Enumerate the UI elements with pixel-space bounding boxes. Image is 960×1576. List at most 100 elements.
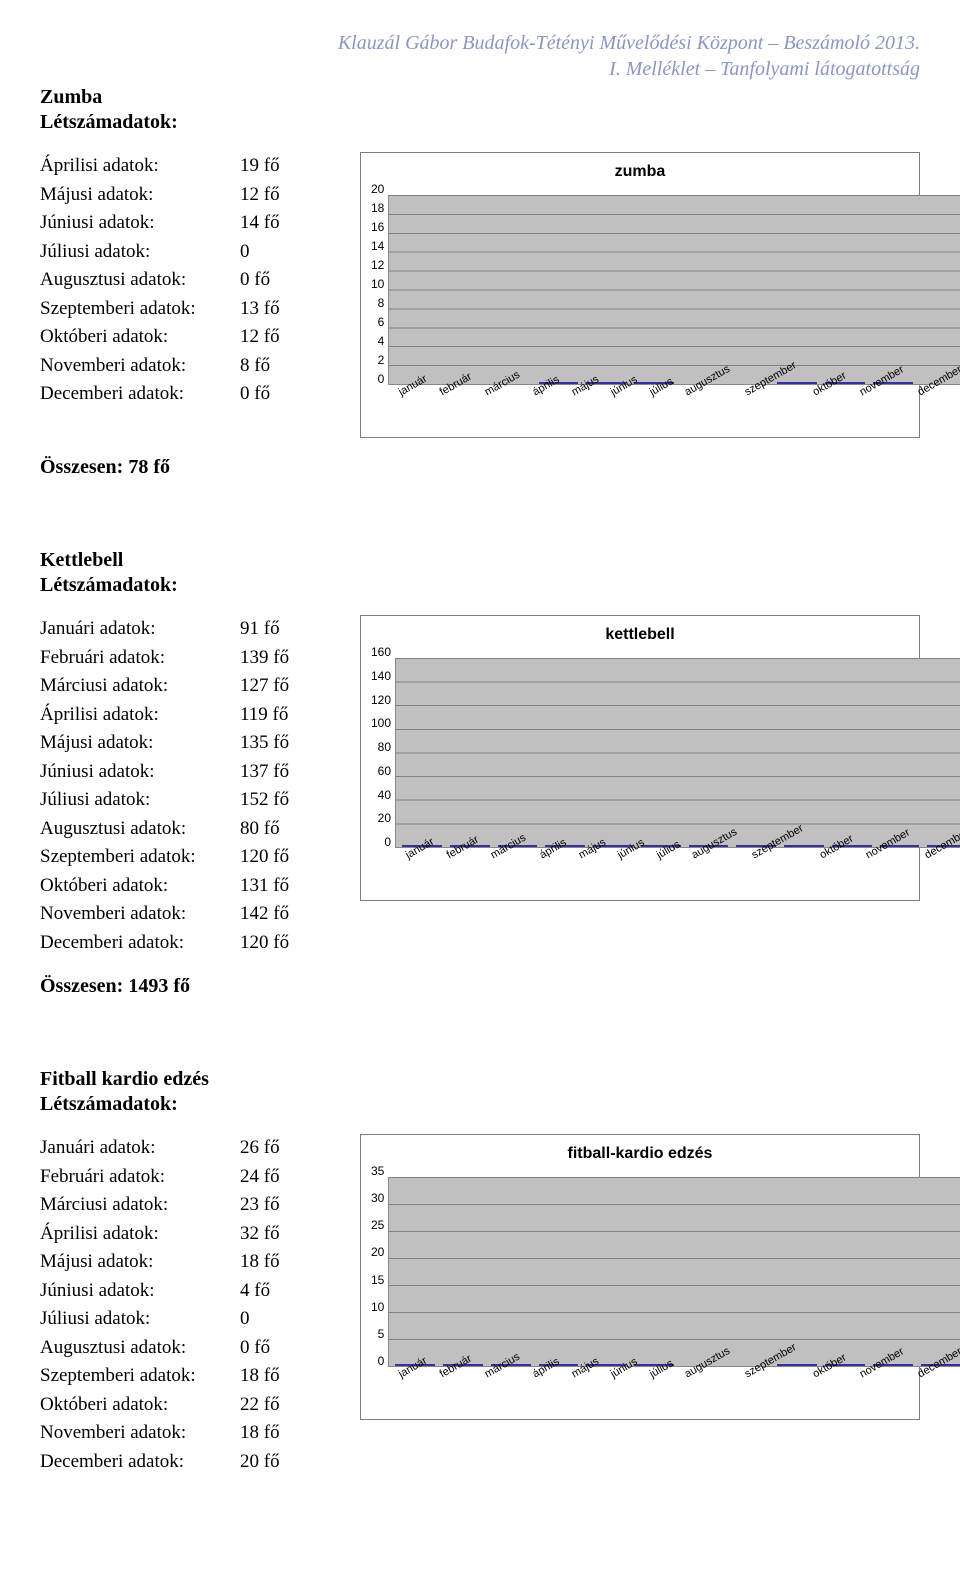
zumba-ytick-0: 0 <box>378 372 385 386</box>
fitball-row-marcius: Márciusi adatok:23 fő <box>40 1191 340 1220</box>
kettlebell-ytick-20: 20 <box>378 811 391 825</box>
fitball-row-januar: Januári adatok:26 fő <box>40 1134 340 1163</box>
fitball-ytick-5: 5 <box>378 1327 385 1341</box>
zumba-row-label-aprilis: Áprilisi adatok: <box>40 152 240 181</box>
kettlebell-row-label-junius: Júniusi adatok: <box>40 758 240 787</box>
zumba-row-value-junius: 14 fő <box>240 209 280 238</box>
fitball-row-value-junius: 4 fő <box>240 1277 270 1306</box>
kettlebell-total: Összesen: 1493 fő <box>40 975 920 998</box>
kettlebell-chart-title: kettlebell <box>371 626 909 644</box>
zumba-row-label-november: Novemberi adatok: <box>40 352 240 381</box>
fitball-row-label-november: Novemberi adatok: <box>40 1419 240 1448</box>
fitball-row-szeptember: Szeptemberi adatok:18 fő <box>40 1362 340 1391</box>
zumba-row-label-augusztus: Augusztusi adatok: <box>40 266 240 295</box>
section-fitball: Fitball kardio edzés Létszámadatok: Janu… <box>40 1068 920 1476</box>
kettlebell-ytick-120: 120 <box>371 693 391 707</box>
fitball-ytick-20: 20 <box>371 1245 384 1259</box>
kettlebell-row-oktober: Októberi adatok:131 fő <box>40 872 340 901</box>
zumba-title: Zumba <box>40 86 920 109</box>
kettlebell-row-value-marcius: 127 fő <box>240 672 289 701</box>
doc-header-line2: I. Melléklet – Tanfolyami látogatottság <box>40 56 920 82</box>
kettlebell-row-value-oktober: 131 fő <box>240 872 289 901</box>
kettlebell-row-value-julius: 152 fő <box>240 786 289 815</box>
fitball-row-junius: Júniusi adatok:4 fő <box>40 1277 340 1306</box>
fitball-chart-title: fitball-kardio edzés <box>371 1145 909 1163</box>
kettlebell-row-augusztus: Augusztusi adatok:80 fő <box>40 815 340 844</box>
zumba-row-label-junius: Júniusi adatok: <box>40 209 240 238</box>
kettlebell-data-list: Januári adatok:91 főFebruári adatok:139 … <box>40 615 340 957</box>
zumba-letszam: Létszámadatok: <box>40 111 920 134</box>
fitball-row-label-december: Decemberi adatok: <box>40 1448 240 1477</box>
zumba-y-axis: 20181614121086420 <box>371 195 388 385</box>
kettlebell-chart: kettlebell160140120100806040200januárfeb… <box>360 615 920 901</box>
fitball-row-label-oktober: Októberi adatok: <box>40 1391 240 1420</box>
kettlebell-row-label-februar: Februári adatok: <box>40 644 240 673</box>
zumba-row-label-oktober: Októberi adatok: <box>40 323 240 352</box>
kettlebell-row-szeptember: Szeptemberi adatok:120 fő <box>40 843 340 872</box>
doc-header-line1: Klauzál Gábor Budafok-Tétényi Művelődési… <box>40 30 920 56</box>
zumba-total: Összesen: 78 fő <box>40 456 920 479</box>
kettlebell-row-label-december: Decemberi adatok: <box>40 929 240 958</box>
kettlebell-row-label-augusztus: Augusztusi adatok: <box>40 815 240 844</box>
fitball-row-value-oktober: 22 fő <box>240 1391 280 1420</box>
fitball-title: Fitball kardio edzés <box>40 1068 920 1091</box>
kettlebell-ytick-80: 80 <box>378 740 391 754</box>
kettlebell-row-label-oktober: Októberi adatok: <box>40 872 240 901</box>
zumba-ytick-2: 2 <box>378 353 385 367</box>
fitball-row-label-aprilis: Áprilisi adatok: <box>40 1220 240 1249</box>
zumba-row-value-november: 8 fő <box>240 352 270 381</box>
section-kettlebell: Kettlebell Létszámadatok: Januári adatok… <box>40 549 920 998</box>
kettlebell-row-julius: Júliusi adatok:152 fő <box>40 786 340 815</box>
fitball-chart: fitball-kardio edzés35302520151050január… <box>360 1134 920 1420</box>
zumba-row-augusztus: Augusztusi adatok:0 fő <box>40 266 340 295</box>
fitball-row-augusztus: Augusztusi adatok:0 fő <box>40 1334 340 1363</box>
kettlebell-row-marcius: Márciusi adatok:127 fő <box>40 672 340 701</box>
fitball-row-majus: Májusi adatok:18 fő <box>40 1248 340 1277</box>
zumba-row-label-majus: Májusi adatok: <box>40 181 240 210</box>
fitball-ytick-15: 15 <box>371 1273 384 1287</box>
zumba-data-list: Áprilisi adatok:19 főMájusi adatok: 12 fő… <box>40 152 340 409</box>
kettlebell-ytick-0: 0 <box>384 835 391 849</box>
zumba-row-julius: Júliusi adatok:0 <box>40 238 340 267</box>
fitball-row-value-marcius: 23 fő <box>240 1191 280 1220</box>
zumba-ytick-6: 6 <box>378 315 385 329</box>
zumba-row-szeptember: Szeptemberi adatok:13 fő <box>40 295 340 324</box>
fitball-row-aprilis: Áprilisi adatok:32 fő <box>40 1220 340 1249</box>
kettlebell-row-value-november: 142 fő <box>240 900 289 929</box>
kettlebell-row-value-december: 120 fő <box>240 929 289 958</box>
zumba-row-value-december: 0 fő <box>240 380 270 409</box>
kettlebell-row-label-julius: Júliusi adatok: <box>40 786 240 815</box>
zumba-row-november: Novemberi adatok:8 fő <box>40 352 340 381</box>
zumba-ytick-16: 16 <box>371 220 384 234</box>
zumba-row-value-augusztus: 0 fő <box>240 266 270 295</box>
fitball-ytick-25: 25 <box>371 1218 384 1232</box>
fitball-row-value-januar: 26 fő <box>240 1134 280 1163</box>
fitball-row-julius: Júliusi adatok:0 <box>40 1305 340 1334</box>
fitball-row-label-junius: Júniusi adatok: <box>40 1277 240 1306</box>
fitball-ytick-35: 35 <box>371 1164 384 1178</box>
kettlebell-ytick-40: 40 <box>378 788 391 802</box>
fitball-row-december: Decemberi adatok:20 fő <box>40 1448 340 1477</box>
kettlebell-ytick-100: 100 <box>371 716 391 730</box>
kettlebell-row-value-aprilis: 119 fő <box>240 701 288 730</box>
kettlebell-row-value-junius: 137 fő <box>240 758 289 787</box>
zumba-row-label-julius: Júliusi adatok: <box>40 238 240 267</box>
kettlebell-plot <box>395 658 960 848</box>
zumba-row-label-december: Decemberi adatok: <box>40 380 240 409</box>
fitball-row-label-augusztus: Augusztusi adatok: <box>40 1334 240 1363</box>
kettlebell-row-label-majus: Májusi adatok: <box>40 729 240 758</box>
zumba-ytick-4: 4 <box>378 334 385 348</box>
fitball-ytick-0: 0 <box>378 1354 385 1368</box>
fitball-row-label-szeptember: Szeptemberi adatok: <box>40 1362 240 1391</box>
kettlebell-row-junius: Júniusi adatok:137 fő <box>40 758 340 787</box>
kettlebell-ytick-140: 140 <box>371 669 391 683</box>
zumba-ytick-18: 18 <box>371 201 384 215</box>
kettlebell-row-label-aprilis: Áprilisi adatok: <box>40 701 240 730</box>
zumba-ytick-12: 12 <box>371 258 384 272</box>
zumba-ytick-20: 20 <box>371 182 384 196</box>
zumba-row-value-oktober: 12 fő <box>240 323 280 352</box>
kettlebell-row-aprilis: Áprilisi adatok:119 fő <box>40 701 340 730</box>
zumba-row-value-szeptember: 13 fő <box>240 295 280 324</box>
zumba-row-value-aprilis: 19 fő <box>240 152 280 181</box>
kettlebell-letszam: Létszámadatok: <box>40 574 920 597</box>
